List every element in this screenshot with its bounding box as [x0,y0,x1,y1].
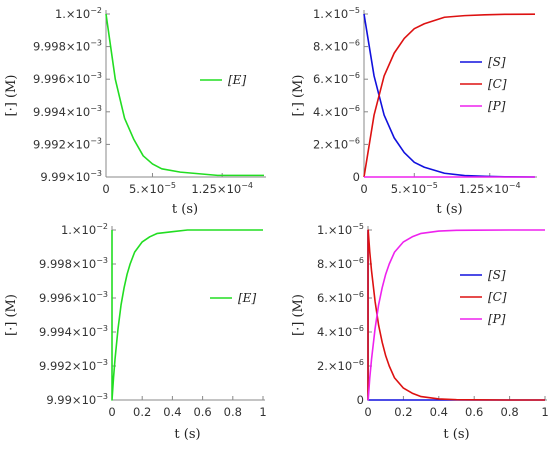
y-axis-label: [·] (M) [291,75,306,117]
chart-panel-4: 0 2.×10−6 4.×10−6 6.×10−6 8.×10−6 1.×10−5 0 0.2… [291,222,549,442]
x-tick-label: 1.25×10−4 [459,181,521,196]
x-axis-label: t (s) [436,202,462,217]
y-tick-label: 2.×10−6 [317,358,364,373]
legend-label: [E] [228,73,246,87]
y-axis-label: [·] (M) [4,75,19,117]
x-tick-label: 0.2 [394,405,412,419]
x-tick-label: 0.2 [133,405,151,419]
y-tick-label: 9.992×10−3 [33,136,102,151]
series-line-2 [367,229,545,401]
x-tick-label: 5.×10−5 [129,181,176,196]
y-tick-label: 9.992×10−3 [39,358,108,373]
legend-label: [E] [238,291,256,305]
legend-label: [C] [488,77,507,91]
y-tick-label: 8.×10−6 [313,39,360,54]
y-tick-label: 9.99×10−3 [40,169,102,184]
legend-label: [S] [488,268,506,282]
x-tick-label: 0.8 [224,405,242,419]
series-line-3 [367,229,545,401]
legend-label: [S] [488,55,506,69]
legend-label: [C] [488,290,507,304]
x-tick-label: 0.6 [465,405,483,419]
y-tick-label: 1.×10−5 [313,6,360,21]
x-tick-label: 1 [259,405,266,419]
y-tick-label: 6.×10−6 [317,290,364,305]
y-tick-label: 8.×10−6 [317,256,364,271]
y-axis-label: [·] (M) [291,294,306,336]
y-tick-label: 1.×10−2 [55,6,102,21]
x-axis-label: t (s) [174,427,200,442]
y-tick-label: 1.×10−5 [317,222,364,237]
legend-label: [P] [488,99,506,113]
x-axis-label: t (s) [172,202,198,217]
chart-panel-2: 0 2.×10−6 4.×10−6 6.×10−6 8.×10−6 1.×10−5 0 5.×… [291,6,537,217]
y-tick-label: 9.99×10−3 [46,392,108,407]
y-tick-label: 0 [357,393,364,407]
x-axis-label: t (s) [443,427,469,442]
y-tick-label: 9.994×10−3 [39,324,108,339]
x-tick-label: 1 [541,405,548,419]
x-tick-label: 0.6 [193,405,211,419]
y-tick-label: 6.×10−6 [313,71,360,86]
x-tick-label: 0.8 [500,405,518,419]
y-tick-label: 9.996×10−3 [39,290,108,305]
y-tick-label: 2.×10−6 [313,136,360,151]
y-tick-label: 9.996×10−3 [33,71,102,86]
x-tick-label: 1.25×10−4 [191,181,253,196]
y-tick-label: 9.998×10−3 [39,256,108,271]
y-axis-label: [·] (M) [4,294,19,336]
y-tick-label: 1.×10−2 [61,222,108,237]
y-tick-label: 9.994×10−3 [33,104,102,119]
series-line-1 [111,229,263,401]
chart-panel-3: 9.99×10−3 9.992×10−3 9.994×10−3 9.996×10−3 9… [4,222,267,442]
y-tick-label: 4.×10−6 [317,324,364,339]
x-tick-label: 0 [360,182,367,196]
chart-panel-1: 9.99×10−3 9.992×10−3 9.994×10−3 9.996×10−3 9… [4,6,266,217]
x-tick-label: 0 [364,405,371,419]
x-tick-label: 0.4 [430,405,448,419]
x-tick-label: 0.4 [163,405,181,419]
series-line-1 [363,13,536,178]
x-tick-label: 0 [102,182,109,196]
legend-label: [P] [488,312,506,326]
y-tick-label: 4.×10−6 [313,104,360,119]
x-tick-label: 0 [108,405,115,419]
y-tick-label: 9.998×10−3 [33,39,102,54]
y-tick-label: 0 [353,170,360,184]
x-tick-label: 5.×10−5 [391,181,438,196]
series-line-2 [363,13,536,178]
series-line-1 [367,229,545,401]
series-line-1 [105,13,264,177]
